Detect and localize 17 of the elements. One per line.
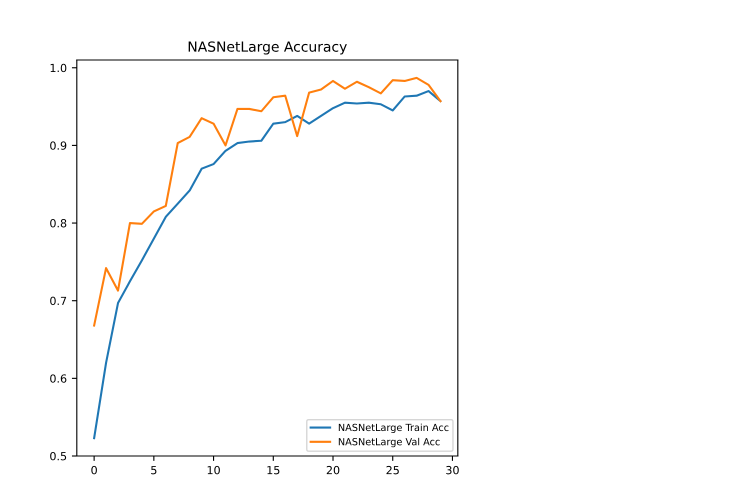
x-tick-label: 5 (151, 466, 156, 474)
y-tick-label: 0.6 (50, 374, 66, 383)
chart-title: NASNetLarge Accuracy (188, 41, 347, 55)
x-tick-label: 15 (267, 466, 280, 474)
y-tick-label: 0.8 (50, 219, 66, 228)
legend-label: NASNetLarge Train Acc (338, 424, 448, 433)
y-tick-label: 0.7 (50, 296, 66, 306)
line-series (93, 76, 442, 327)
legend-label: NASNetLarge Val Acc (338, 438, 440, 448)
y-tick-label: 1.0 (50, 64, 66, 72)
y-tick-label: 0.5 (50, 452, 66, 460)
x-tick-label: 20 (326, 466, 340, 474)
y-tick-label: 0.9 (50, 141, 66, 150)
x-tick-label: 30 (446, 466, 459, 474)
x-tick-label: 25 (386, 466, 399, 474)
x-tick-label: 10 (208, 466, 220, 474)
x-tick-label: 0 (91, 466, 97, 474)
